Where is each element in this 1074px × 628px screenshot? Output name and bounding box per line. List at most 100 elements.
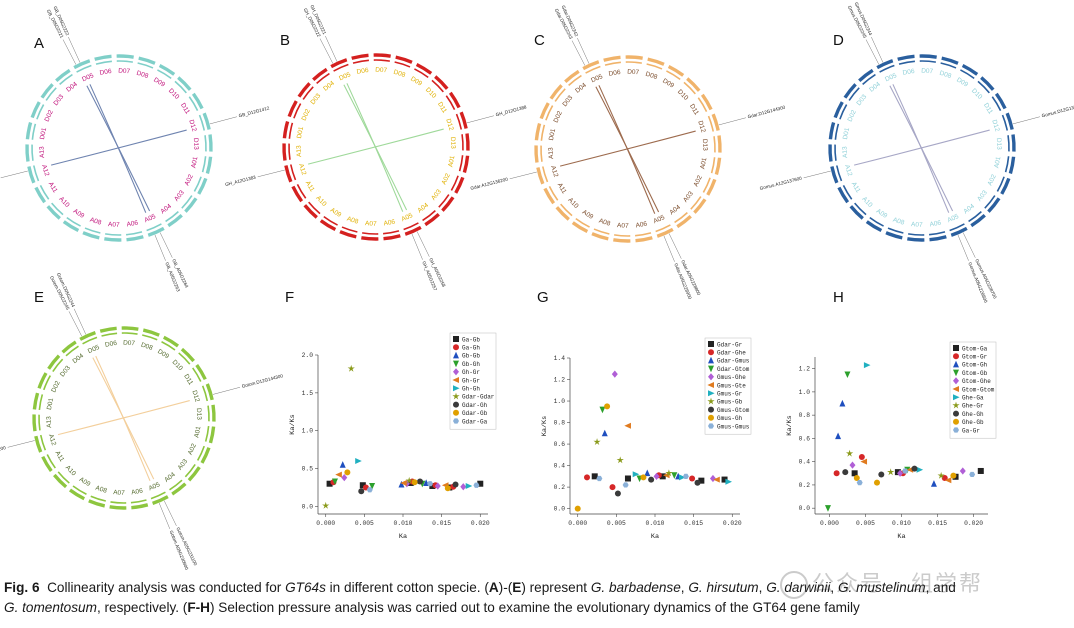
panel-label-h: H — [833, 289, 844, 306]
chromosome-label: D04 — [65, 81, 79, 94]
data-point — [858, 454, 865, 461]
legend-entry: Gmus-Gb — [717, 399, 743, 406]
chromosome-arc — [1005, 112, 1014, 130]
chromosome-arc — [919, 60, 936, 63]
chromosome-arc — [987, 197, 1001, 213]
chromosome-arc — [1008, 156, 1016, 174]
legend-entry: Gtom-Gh — [962, 362, 988, 369]
x-tick-label: 0.005 — [856, 520, 875, 527]
legend-entry: Gmus-Gtom — [717, 407, 750, 414]
chromosome-arc — [373, 53, 391, 58]
data-point — [359, 482, 366, 489]
chromosome-arc — [885, 231, 903, 240]
chromosome-label: D08 — [136, 70, 150, 80]
caption-text: Collinearity analysis was conducted for — [47, 580, 286, 595]
chromosome-label: D05 — [884, 72, 898, 83]
chromosome-arc — [62, 220, 80, 233]
chromosome-arc — [200, 447, 211, 464]
chromosome-label: A02 — [693, 174, 704, 188]
data-point — [344, 469, 351, 476]
data-point — [844, 371, 851, 379]
chromosome-label: D08 — [393, 69, 407, 79]
chromosome-label: D13 — [195, 408, 203, 421]
chromosome-label: D01 — [46, 397, 55, 410]
chromosome-label: A06 — [131, 488, 144, 497]
panel-label-d: D — [833, 32, 844, 49]
chromosome-label: D08 — [645, 71, 659, 81]
data-point — [411, 479, 418, 486]
chromosome-arc — [205, 156, 213, 174]
chromosome-arc — [666, 70, 681, 81]
chromosome-arc — [351, 53, 369, 60]
chromosome-arc — [548, 186, 559, 201]
chromosome-label: D02 — [301, 108, 312, 122]
watermark-text: 公众号 · 组学帮 — [812, 572, 983, 597]
chromosome-arc — [414, 68, 429, 79]
gene-leader-line — [466, 115, 494, 124]
chromosome-arc — [540, 124, 546, 141]
chromosome-arc — [130, 499, 147, 504]
chromosome-arc — [835, 165, 843, 182]
chromosome-arc — [76, 64, 92, 73]
chromosome-arc — [441, 196, 455, 212]
data-point — [835, 432, 842, 440]
chromosome-arc — [635, 232, 652, 237]
gene-leader-line — [257, 169, 285, 178]
data-point — [452, 377, 459, 383]
gene-leader-line — [73, 308, 87, 335]
chromosome-arc — [404, 225, 422, 236]
legend-entry: Gh-Gr — [462, 377, 480, 384]
series-ghe-gb — [853, 472, 957, 486]
chromosome-label: D01 — [842, 127, 851, 140]
chromosome-arc — [394, 61, 411, 68]
data-point — [453, 409, 459, 416]
data-point — [709, 474, 716, 483]
scatter-charts-layer: 0.000 0.005 0.010 0.015 0.020 0.0 0.5 1.0 1.5 2.0… — [289, 332, 997, 541]
series-gdar-gh — [358, 478, 459, 495]
chromosome-arc — [693, 198, 707, 214]
gene-leader-line — [0, 170, 28, 179]
chromosome-arc — [165, 211, 179, 223]
chromosome-arc — [434, 75, 449, 90]
chromosome-arc — [697, 97, 708, 112]
chromosome-arc — [1007, 135, 1010, 152]
chromosome-arc — [555, 206, 570, 221]
series-gmus-gh — [574, 403, 647, 512]
data-point — [708, 341, 714, 347]
chromosome-arc — [907, 237, 925, 242]
chromosome-arc — [289, 164, 297, 181]
data-point — [593, 438, 601, 445]
data-point — [453, 368, 459, 376]
data-point — [708, 390, 715, 397]
chromosome-label: A09 — [72, 208, 86, 220]
chromosome-arc — [174, 80, 187, 94]
x-tick-label: 0.000 — [568, 520, 587, 527]
chromosome-label: D06 — [902, 68, 915, 77]
chromosome-label: A10 — [860, 196, 873, 209]
data-point — [400, 479, 407, 486]
chromosome-arc — [302, 86, 314, 100]
chromosome-arc — [202, 112, 211, 130]
caption-gene: GT64s — [285, 580, 326, 595]
collinearity-link — [307, 128, 444, 165]
legend-entry: Gh-Gh — [462, 386, 480, 393]
chromosome-label: A11 — [54, 450, 66, 463]
chromosome-arc — [448, 91, 461, 109]
chromosome-arc — [37, 372, 48, 389]
data-point — [953, 394, 960, 401]
chromosome-arc — [208, 426, 216, 444]
chromosome-arc — [603, 55, 621, 62]
chromosome-arc — [45, 87, 57, 101]
data-point — [609, 484, 616, 491]
data-point — [953, 410, 959, 417]
series-ga-gr — [856, 468, 976, 486]
legend-entry: Gdar-Gh — [462, 402, 488, 409]
chromosome-label: A06 — [635, 221, 648, 230]
chromosome-arc — [288, 143, 291, 160]
x-tick-label: 0.010 — [394, 520, 413, 527]
y-tick-label: 1.2 — [554, 377, 566, 384]
chromosome-label: A02 — [987, 173, 998, 187]
data-point — [624, 475, 631, 482]
chromosome-label: A04 — [163, 471, 177, 484]
chromosome-arc — [655, 224, 671, 233]
